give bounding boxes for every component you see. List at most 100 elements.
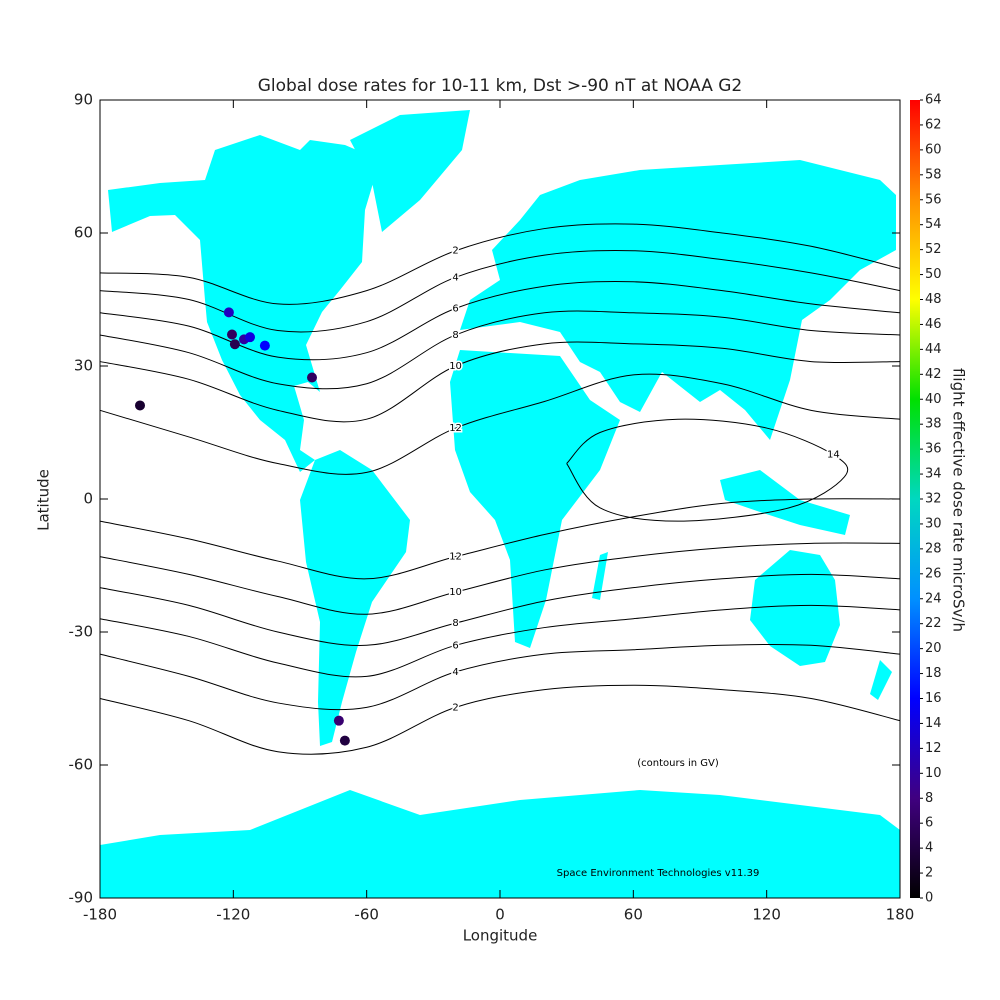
contour-line xyxy=(99,249,901,333)
colorbar-tick-label: 34 xyxy=(925,467,942,482)
y-tick-label: -30 xyxy=(69,623,94,641)
dose-point xyxy=(339,735,350,746)
colorbar xyxy=(910,100,920,898)
y-axis-label: Latitude xyxy=(35,469,53,531)
contour-line xyxy=(99,684,901,755)
points xyxy=(135,307,350,746)
contour-line xyxy=(99,341,901,423)
y-tick-label: -60 xyxy=(69,756,94,774)
colorbar-tick-label: 42 xyxy=(925,367,942,382)
colorbar-tick-label: 38 xyxy=(925,417,942,432)
colorbar-tick-label: 46 xyxy=(925,317,942,332)
colorbar-tick-label: 52 xyxy=(925,242,942,257)
colorbar-tick-label: 0 xyxy=(925,891,933,906)
colorbar-tick-label: 4 xyxy=(925,841,933,856)
annotation: Space Environment Technologies v11.39 xyxy=(557,868,760,879)
contour-line xyxy=(99,310,901,390)
contour-label: 12 xyxy=(449,552,462,563)
antarctica xyxy=(100,790,900,898)
colorbar-tick-label: 6 xyxy=(925,816,933,831)
x-tick-label: 60 xyxy=(624,906,643,924)
contours: 2 4 6 8 10 12 14 12 10 8 6 4 2 xyxy=(99,223,901,755)
contour-line xyxy=(99,542,901,615)
contour-label: 8 xyxy=(452,330,458,341)
north-america xyxy=(108,135,380,472)
annotation: (contours in GV) xyxy=(637,758,719,769)
y-tick-label: 90 xyxy=(74,91,93,109)
y-tick-label: 0 xyxy=(83,490,93,508)
colorbar-tick-label: 36 xyxy=(925,442,942,457)
colorbar-tick-label: 2 xyxy=(925,866,933,881)
contour-label: 12 xyxy=(449,423,462,434)
x-tick-label: -60 xyxy=(354,906,379,924)
colorbar-tick-label: 8 xyxy=(925,791,933,806)
colorbar-tick-label: 12 xyxy=(925,741,942,756)
colorbar-tick-label: 54 xyxy=(925,217,942,232)
dose-point xyxy=(229,339,240,350)
colorbar-tick-label: 64 xyxy=(925,93,942,108)
colorbar-tick-label: 32 xyxy=(925,492,942,507)
madagascar xyxy=(592,552,608,600)
africa xyxy=(450,350,620,648)
dose-point xyxy=(333,715,344,726)
new-zealand xyxy=(870,660,892,700)
contour-line xyxy=(566,418,849,522)
colorbar-tick-label: 22 xyxy=(925,616,942,631)
contour-label: 2 xyxy=(452,702,458,713)
colorbar-tick-label: 48 xyxy=(925,292,942,307)
contour-label: 14 xyxy=(827,450,840,461)
contour-line xyxy=(99,643,901,711)
colorbar-tick-label: 50 xyxy=(925,267,942,282)
colorbar-tick-label: 40 xyxy=(925,392,942,407)
dose-point xyxy=(227,329,237,340)
contour-label: 10 xyxy=(449,361,462,372)
x-axis-label: Longitude xyxy=(463,927,538,945)
y-tick-label: 30 xyxy=(74,357,93,375)
colorbar-tick-label: 28 xyxy=(925,541,942,556)
contour-label: 4 xyxy=(452,272,458,283)
contour-line xyxy=(99,498,901,580)
eurasia xyxy=(460,160,896,440)
colorbar-tick-label: 10 xyxy=(925,766,942,781)
x-tick-label: 0 xyxy=(495,906,505,924)
x-tick-label: -180 xyxy=(83,906,117,924)
contour-label: 6 xyxy=(452,303,458,314)
dose-point xyxy=(223,307,234,318)
y-tick-label: -90 xyxy=(69,889,94,907)
contour-line xyxy=(99,604,901,678)
contour-line xyxy=(99,373,901,475)
colorbar-tick-label: 30 xyxy=(925,516,942,531)
colorbar-tick-label: 26 xyxy=(925,566,942,581)
colorbar-tick-label: 56 xyxy=(925,192,942,207)
contour-label: 4 xyxy=(452,667,458,678)
colorbar-tick-label: 24 xyxy=(925,591,942,606)
dose-point xyxy=(245,332,255,343)
south-america xyxy=(300,450,410,746)
contour-label: 8 xyxy=(452,618,458,629)
colorbar-tick-label: 58 xyxy=(925,167,942,182)
colorbar-tick-label: 18 xyxy=(925,666,942,681)
contour-label: 2 xyxy=(452,246,458,257)
colorbar-tick-label: 14 xyxy=(925,716,942,731)
contour-label: 6 xyxy=(452,640,458,651)
colorbar-tick-label: 16 xyxy=(925,691,942,706)
indonesia xyxy=(720,470,850,535)
dose-point xyxy=(259,340,270,351)
colorbar-label: flight effective dose rate microSv/h xyxy=(950,368,968,632)
y-tick-label: 60 xyxy=(74,224,93,242)
x-tick-label: 120 xyxy=(752,906,781,924)
greenland xyxy=(350,110,470,232)
contour-line xyxy=(99,573,901,646)
dose-point xyxy=(307,372,317,383)
colorbar-tick-label: 62 xyxy=(925,117,942,132)
land xyxy=(100,110,900,898)
chart-title: Global dose rates for 10-11 km, Dst >-90… xyxy=(258,76,743,96)
x-tick-label: 180 xyxy=(886,906,915,924)
colorbar-tick-label: 60 xyxy=(925,142,942,157)
dose-point xyxy=(135,400,145,411)
x-tick-label: -120 xyxy=(216,906,250,924)
contour-label: 10 xyxy=(449,587,462,598)
contour-line xyxy=(99,223,901,305)
colorbar-tick-label: 20 xyxy=(925,641,942,656)
